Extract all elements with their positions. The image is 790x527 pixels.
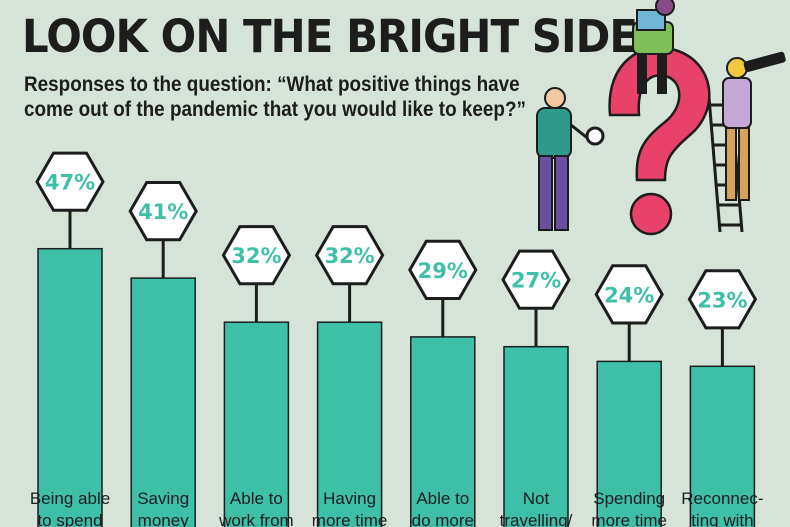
value-hexagon-3 [221,225,292,286]
subtitle-line-1: Responses to the question: “What positiv… [24,73,520,96]
value-hexagon-1 [35,151,105,212]
category-label-2-line-2: money [138,511,190,527]
value-hexagon-5 [408,239,478,300]
bar-8 [689,365,756,527]
category-label-2-line-1: Saving [137,489,189,508]
value-hexagon-7 [594,264,664,325]
value-label-5: 29% [418,259,468,283]
value-label-1: 47% [45,171,95,195]
value-label-4: 32% [324,244,374,268]
bar-4 [316,321,383,527]
category-label-7-line-1: Spending [593,489,665,508]
value-label-2: 41% [138,200,188,224]
bar-1 [37,247,103,527]
person-with-magnifier-icon [536,87,605,231]
bar-5 [410,336,476,527]
value-hexagon-8 [687,269,758,330]
category-label-4-line-2: more time [312,511,388,527]
category-label-3-line-2: work from [218,511,294,527]
category-label-5-line-2: do more [412,511,474,527]
value-hexagon-6 [501,249,571,310]
category-label-3-line-1: Able to [230,489,283,508]
value-hexagon-4 [314,225,385,286]
category-label-4-line-1: Having [323,489,376,508]
category-label-1-line-1: Being able [30,489,110,508]
category-label-8-line-1: Reconnec- [681,489,763,508]
category-label-6-line-1: Not [523,489,550,508]
bars-group: 47% Being able to spend 41% Saving money 32% Ab… [30,151,764,527]
category-label-1-line-2: to spend [37,511,102,527]
value-hexagon-2 [128,181,198,242]
category-label-8-line-2: ting with [691,511,753,527]
value-label-6: 27% [511,269,561,293]
category-label-7-line-2: more time [591,511,667,527]
subtitle-line-2: come out of the pandemic that you would … [24,98,526,121]
page-title: LOOK ON THE BRIGHT SIDE [22,10,638,63]
category-label-6-line-2: travelling/ [500,511,573,527]
value-label-8: 23% [697,288,747,312]
category-label-5-line-1: Able to [416,489,469,508]
bar-3 [223,321,290,527]
bar-6 [503,345,569,527]
person-with-telescope-icon [722,51,786,201]
bar-2 [130,277,196,527]
question-mark-illustration [536,0,786,236]
value-label-7: 24% [604,283,654,307]
value-label-3: 32% [231,244,281,268]
page-subtitle: Responses to the question: “What positiv… [24,72,526,122]
person-with-laptop-icon [632,0,675,94]
